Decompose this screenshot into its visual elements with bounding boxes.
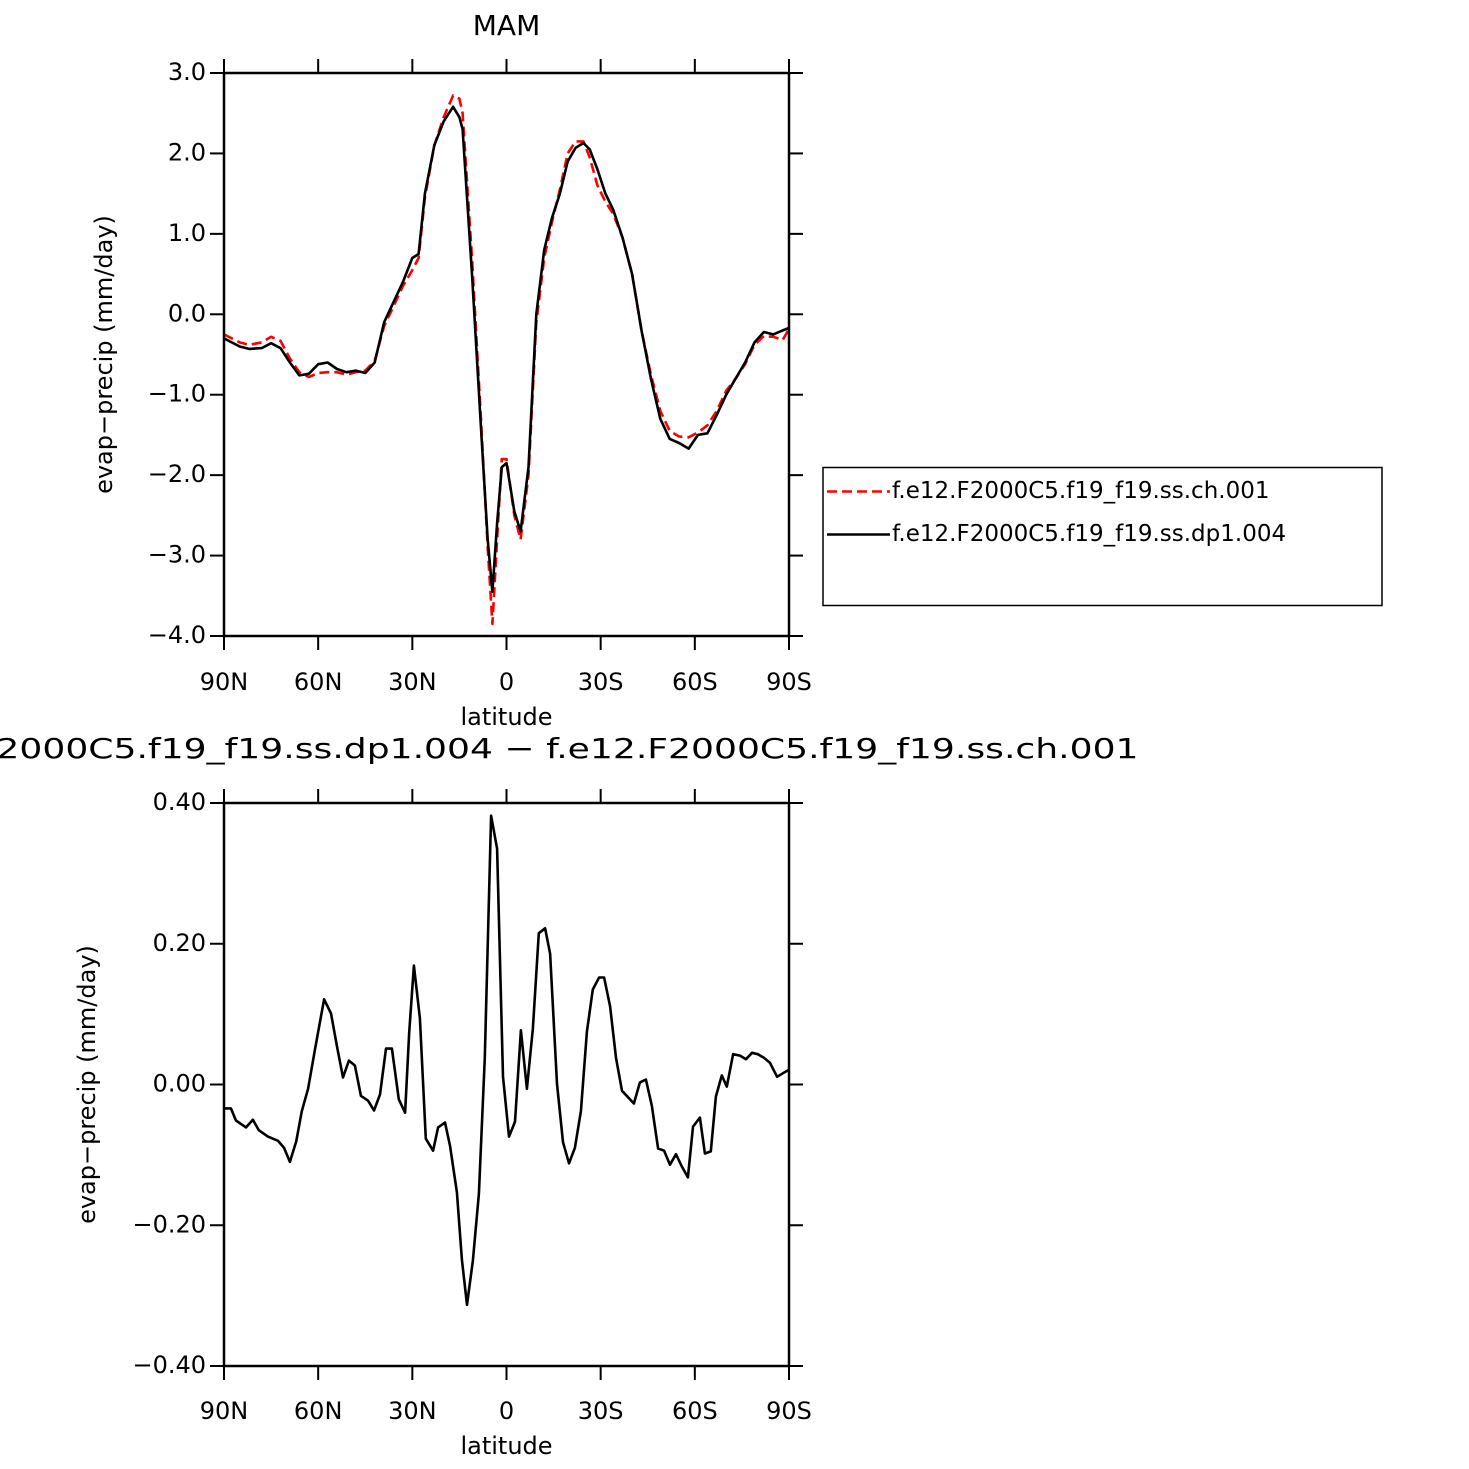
y-tick-label: −3.0: [148, 541, 206, 569]
plot-frame: [222, 71, 791, 638]
x-axis-label: latitude: [460, 703, 552, 731]
x-tick-label: 30S: [578, 1397, 624, 1425]
x-tick-label: 0: [499, 668, 514, 696]
y-tick-label: −0.40: [132, 1351, 206, 1379]
x-tick-label: 60S: [672, 1397, 718, 1425]
legend-label: f.e12.F2000C5.f19_f19.ss.dp1.004: [892, 521, 1286, 547]
x-tick-label: 0: [499, 1397, 514, 1425]
y-tick-label: 0.40: [153, 788, 206, 816]
y-tick-label: 0.20: [153, 929, 206, 957]
x-tick-label: 90N: [200, 668, 249, 696]
y-tick-label: 0.0: [168, 299, 206, 327]
x-tick-label: 30S: [578, 668, 624, 696]
legend-label: f.e12.F2000C5.f19_f19.ss.ch.001: [892, 478, 1269, 504]
chart-title: f.e12.F2000C5.f19_f19.ss.dp1.004 − f.e12…: [0, 732, 1139, 765]
y-tick-label: 0.00: [153, 1070, 206, 1098]
y-tick-label: 2.0: [168, 138, 206, 166]
x-tick-label: 60N: [294, 668, 343, 696]
y-tick-label: −4.0: [148, 621, 206, 649]
y-axis-label: evap−precip (mm/day): [90, 215, 118, 494]
x-tick-label: 30N: [388, 668, 437, 696]
y-tick-label: 1.0: [168, 219, 206, 247]
y-tick-label: 3.0: [168, 58, 206, 86]
x-tick-label: 90N: [200, 1397, 249, 1425]
x-axis-label: latitude: [460, 1432, 552, 1460]
x-tick-label: 90S: [766, 1397, 812, 1425]
x-tick-label: 60S: [672, 668, 718, 696]
data-line: [224, 814, 790, 1307]
legend-box: [822, 466, 1383, 607]
y-tick-label: −1.0: [148, 380, 206, 408]
y-axis-label: evap−precip (mm/day): [73, 945, 101, 1224]
data-line: [223, 94, 791, 626]
y-tick-label: −0.20: [132, 1210, 206, 1238]
x-tick-label: 30N: [388, 1397, 437, 1425]
y-tick-label: −2.0: [148, 460, 206, 488]
x-tick-label: 90S: [766, 668, 812, 696]
data-line: [223, 105, 790, 594]
x-tick-label: 60N: [294, 1397, 343, 1425]
chart-title: MAM: [473, 9, 540, 42]
